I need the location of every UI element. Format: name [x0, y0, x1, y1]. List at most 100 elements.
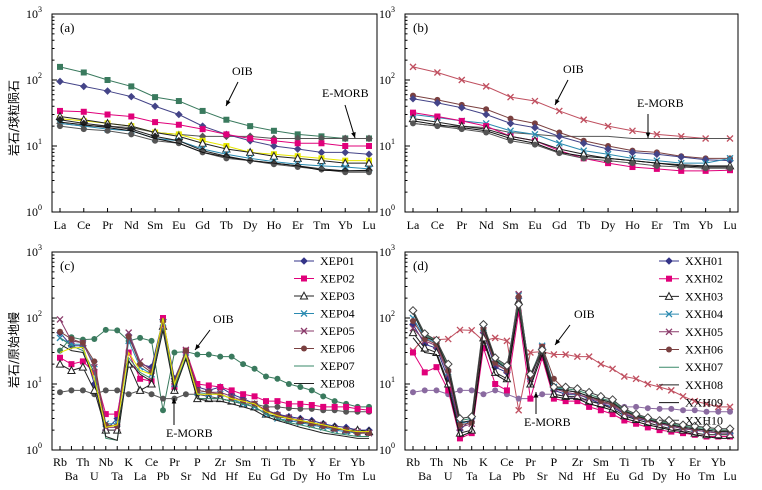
y-tick-label: 102 — [379, 309, 395, 325]
data-point — [217, 353, 224, 360]
series-sample-8 — [57, 123, 372, 176]
chart-panel-2: 100 101 102 103 La Ce Pr Nd Sm Eu Gd Tb Dy Ho Er Tm Yb Lu… — [379, 5, 739, 232]
data-point — [562, 351, 570, 358]
data-point — [245, 147, 255, 156]
data-point — [175, 110, 183, 119]
data-point — [608, 395, 618, 405]
data-point — [318, 166, 325, 173]
plot-frame — [404, 13, 739, 213]
data-point — [57, 107, 63, 114]
data-point — [458, 76, 466, 84]
data-point — [182, 347, 189, 354]
data-point — [680, 407, 687, 414]
x-tick-label: Sm — [503, 218, 520, 232]
arrow-head — [171, 398, 177, 404]
data-point — [342, 169, 349, 176]
panel-label: (d) — [413, 258, 428, 273]
data-point — [604, 122, 612, 130]
annotation-oib: OIB — [563, 62, 584, 76]
data-point — [263, 398, 269, 405]
y-tick-label: 102 — [379, 71, 395, 87]
data-point — [198, 138, 208, 147]
data-point — [102, 326, 109, 333]
series-xxh10 — [408, 300, 735, 434]
series-line — [59, 329, 369, 411]
x-tick-label: Sm — [147, 218, 164, 232]
data-point — [621, 417, 628, 424]
data-point — [531, 123, 539, 132]
data-point — [483, 129, 490, 136]
data-point — [574, 398, 581, 405]
data-point — [482, 82, 490, 90]
x-tick-label: La — [54, 218, 67, 232]
data-point — [597, 407, 604, 414]
data-point — [480, 345, 487, 352]
data-point — [585, 353, 593, 361]
data-point — [199, 107, 206, 114]
data-point — [490, 353, 500, 363]
x-tick-label: Nd — [479, 218, 494, 232]
x-tick-label: Hf — [225, 469, 238, 483]
data-point — [715, 408, 722, 415]
data-point — [480, 391, 487, 398]
x-tick-label: Pb — [512, 469, 525, 483]
data-point — [725, 424, 735, 434]
data-point — [114, 411, 121, 418]
data-point — [274, 403, 281, 410]
data-point — [147, 363, 156, 371]
data-point — [455, 414, 465, 424]
x-tick-label: Dy — [601, 218, 616, 232]
data-point — [644, 405, 651, 412]
x-tick-label: U — [90, 469, 99, 483]
series-line — [412, 304, 730, 430]
y-tick-label: 103 — [379, 243, 395, 259]
chart-panel-1: 100 101 102 103 La Ce Pr Nd Sm Eu Gd Tb Dy Ho Er Tm Yb Lu… — [26, 5, 378, 232]
x-tick-label: Ce — [77, 218, 90, 232]
data-point — [91, 336, 98, 343]
legend-marker — [300, 310, 308, 317]
x-tick-label: Ce — [500, 455, 513, 469]
data-point — [56, 316, 64, 323]
data-point — [515, 293, 522, 300]
legend-marker — [301, 345, 307, 352]
x-tick-label: P — [194, 455, 201, 469]
data-point — [308, 402, 315, 409]
data-point — [507, 127, 514, 135]
legend-label: XEP08 — [320, 377, 355, 391]
arrow-head — [645, 132, 651, 138]
x-tick-label: Tm — [698, 469, 715, 483]
data-point — [297, 418, 304, 425]
data-point — [365, 150, 373, 159]
series-xxh02 — [410, 309, 733, 442]
series-line — [412, 312, 730, 440]
x-tick-label: Sm — [235, 455, 252, 469]
data-point — [433, 99, 442, 107]
legend-label: XXH10 — [685, 413, 723, 427]
data-point — [205, 382, 212, 389]
data-point — [103, 87, 112, 95]
x-tick-label: Rb — [406, 455, 420, 469]
x-tick-label: P — [551, 455, 558, 469]
data-point — [91, 358, 98, 365]
x-tick-label: Ti — [619, 455, 630, 469]
data-point — [431, 335, 441, 345]
x-tick-label: La — [134, 469, 147, 483]
data-point — [458, 126, 465, 133]
data-point — [653, 165, 660, 172]
arrow-head — [533, 392, 539, 398]
y-tick-label: 103 — [26, 243, 42, 259]
data-point — [714, 403, 722, 411]
data-point — [270, 142, 278, 150]
y-tick-label: 101 — [379, 375, 395, 391]
data-point — [103, 122, 112, 130]
x-tick-label: Nd — [201, 469, 216, 483]
data-point — [80, 126, 87, 133]
x-tick-label: Yb — [711, 455, 726, 469]
x-tick-label: Sr — [537, 469, 548, 483]
data-point — [151, 102, 159, 111]
data-point — [125, 333, 132, 340]
data-point — [492, 387, 499, 394]
data-point — [444, 335, 452, 343]
data-point — [433, 69, 441, 76]
